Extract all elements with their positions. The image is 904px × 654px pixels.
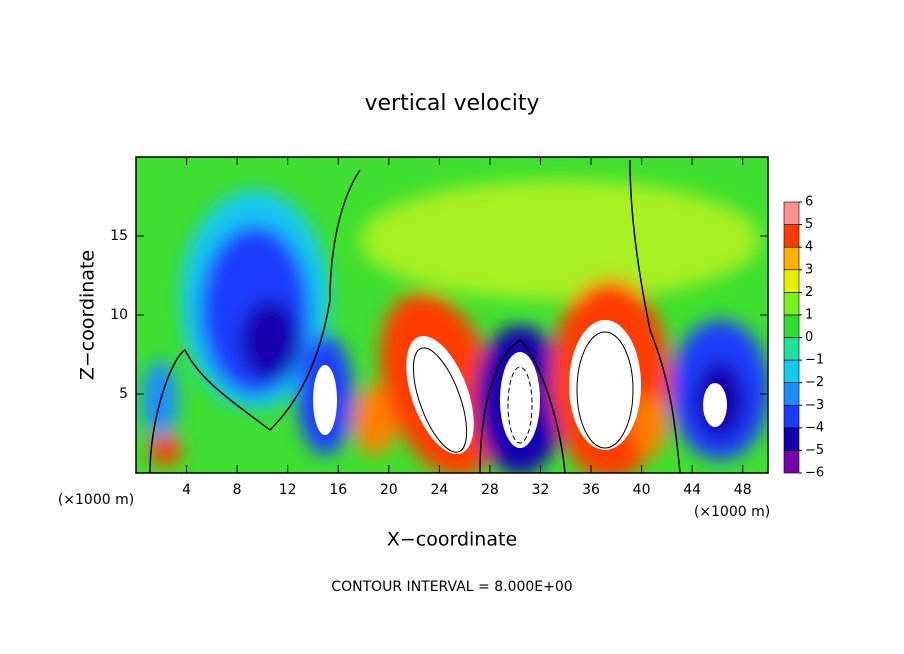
x-tick-label: 36 [582,482,600,498]
colorbar-label: 4 [805,240,813,255]
colorbar-label: −5 [805,443,824,458]
x-tick-label: 8 [233,482,242,498]
chart-title: vertical velocity [364,91,539,116]
colorbar-label: −3 [805,398,824,413]
x-tick-label: 16 [329,482,347,498]
colorbar-label: 0 [805,330,813,345]
x-tick-label: 44 [683,482,701,498]
x-unit: (×1000 m) [58,492,134,508]
colorbar-label: −4 [805,420,824,435]
colorbar-bin [783,224,800,248]
colorbar-bin [783,337,800,361]
x-tick-label: 24 [430,482,448,498]
colorbar-bin [783,427,800,451]
contour-field [136,157,768,473]
colorbar-label: −1 [805,353,824,368]
footnote: CONTOUR INTERVAL = 8.000E+00 [331,579,572,595]
x-tick-label: 20 [380,482,398,498]
colorbar-bin [783,359,800,383]
colorbar-bin [783,292,800,316]
y-tick-label: 5 [119,386,128,402]
x-axis-title: X−coordinate [387,529,517,551]
y-tick-label: 15 [110,228,128,244]
colorbar-bin [783,450,800,474]
y-tick-label: 10 [110,307,128,323]
colorbar-bin [783,201,800,225]
x-tick-label: 48 [734,482,752,498]
colorbar-label: 3 [805,262,813,277]
x-tick-label: 40 [633,482,651,498]
colorbar-label: 6 [805,195,813,210]
colorbar-bin [783,246,800,271]
colorbar-label: −2 [805,375,824,390]
x-unit: (×1000 m) [694,504,770,520]
colorbar-label: 5 [805,217,813,232]
x-tick-label: 32 [532,482,550,498]
colorbar-label: −6 [805,466,824,481]
colorbar-bin [783,382,800,406]
x-tick-label: 28 [481,482,499,498]
x-tick-label: 4 [182,482,191,498]
colorbar-label: 2 [805,285,813,300]
y-axis-title: Z−coordinate [77,250,99,380]
colorbar-bin [783,314,800,338]
colorbar-bin [783,404,800,429]
x-tick-label: 12 [279,482,297,498]
colorbar-label: 1 [805,307,813,322]
colorbar-bin [783,269,800,293]
